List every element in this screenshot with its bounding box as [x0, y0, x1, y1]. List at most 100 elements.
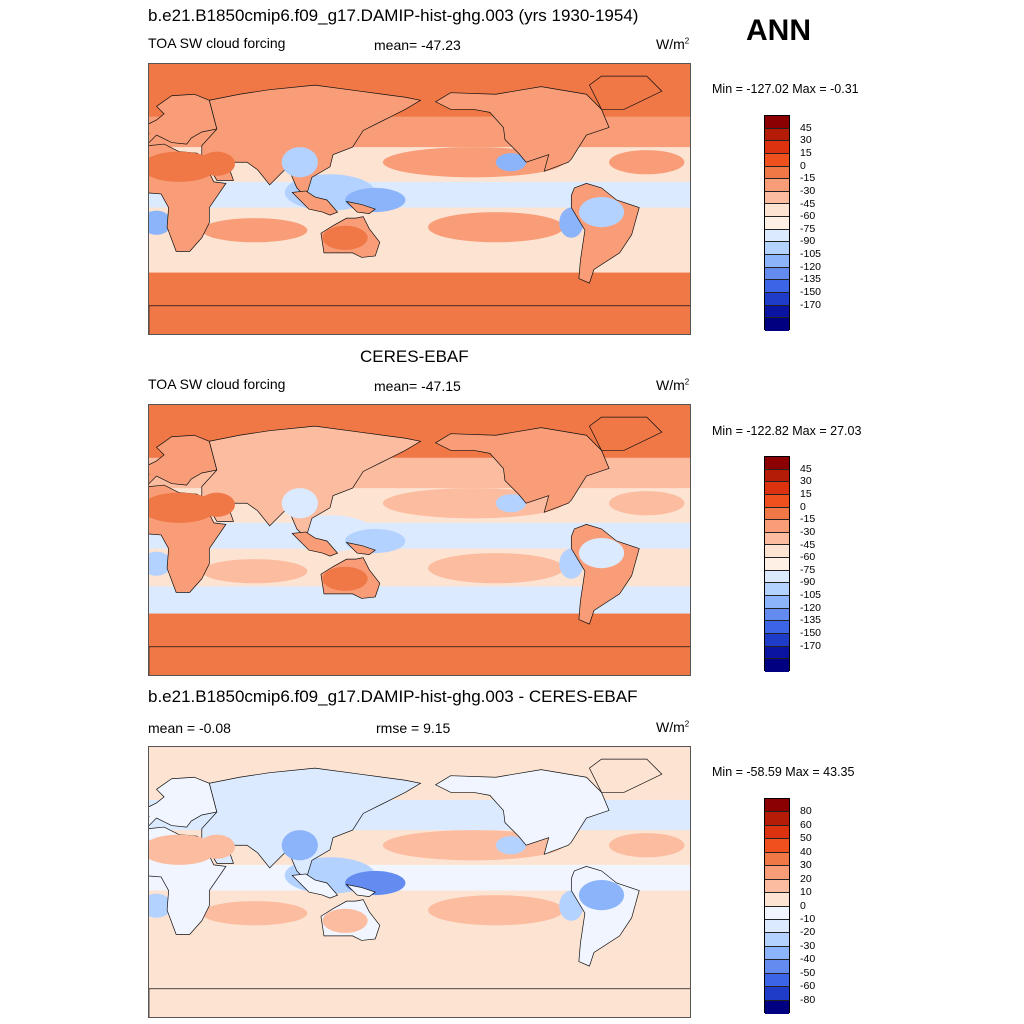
colorbar-swatch	[765, 987, 789, 1001]
colorbar-tick-label: -40	[800, 953, 816, 966]
colorbar-swatch	[765, 608, 789, 622]
field-spac-subtropic	[428, 895, 564, 926]
panel2-units: W/m2	[656, 377, 690, 393]
panel1-colorbar	[764, 115, 790, 331]
colorbar-tick-label: -150	[800, 627, 822, 640]
colorbar-swatch	[765, 852, 789, 867]
panel3-minmax: Min = -58.59 Max = 43.35	[712, 765, 855, 779]
field-california-stratocumulus	[495, 153, 527, 172]
colorbar-tick-label: 30	[800, 859, 812, 872]
panel2-variable-label: TOA SW cloud forcing	[148, 376, 286, 392]
colorbar-swatch	[765, 255, 789, 268]
colorbar-swatch	[765, 646, 789, 660]
colorbar-tick-label: -10	[800, 912, 816, 925]
field-indian-subtropic	[201, 218, 308, 243]
colorbar-tick-label: 45	[800, 462, 812, 475]
colorbar-tick-label: -30	[800, 184, 816, 197]
continent-antarctica	[149, 305, 690, 334]
colorbar-swatch	[765, 191, 789, 205]
colorbar-tick-label: -150	[800, 286, 822, 299]
colorbar-tick-label: 20	[800, 872, 812, 885]
colorbar-swatch	[765, 545, 789, 559]
continent-asia	[201, 425, 422, 539]
colorbar-swatch	[765, 520, 789, 533]
panel3-units: W/m2	[656, 719, 690, 735]
continent-europe	[149, 776, 218, 828]
continent-namerica	[434, 769, 610, 855]
field-natl-subtropic	[609, 150, 685, 175]
field-california-stratocumulus	[495, 494, 527, 513]
field-natl-subtropic	[609, 833, 685, 858]
panel2-map	[148, 404, 691, 676]
field-namibia-stratocumulus	[149, 551, 172, 576]
colorbar-swatch	[765, 280, 789, 293]
colorbar-swatch	[765, 229, 789, 243]
colorbar-tick-label: 0	[800, 899, 806, 912]
colorbar-tick-label: 40	[800, 845, 812, 858]
colorbar-tick-label: -20	[800, 926, 816, 939]
colorbar-swatch	[765, 494, 789, 508]
colorbar-tick-label: -45	[800, 197, 816, 210]
colorbar-swatch	[765, 893, 789, 907]
colorbar-swatch	[765, 179, 789, 192]
field-amazon	[578, 879, 625, 911]
colorbar-swatch	[765, 583, 789, 597]
continent-greenland	[588, 75, 663, 110]
colorbar-tick-label: -75	[800, 563, 816, 576]
colorbar-swatch	[765, 292, 789, 306]
colorbar-swatch	[765, 879, 789, 894]
colorbar-swatch	[765, 570, 789, 584]
panel2-mean-label: mean= -47.15	[374, 378, 461, 394]
field-amazon	[578, 196, 625, 228]
colorbar-swatch	[765, 532, 789, 546]
colorbar-swatch	[765, 482, 789, 495]
panel1-map	[148, 63, 691, 335]
colorbar-swatch	[765, 973, 789, 988]
season-label: ANN	[746, 14, 811, 47]
continent-indonesia	[291, 190, 339, 216]
field-spac-subtropic	[428, 212, 564, 243]
continent-namerica	[434, 86, 610, 172]
colorbar-tick-label: 15	[800, 487, 812, 500]
colorbar-swatch	[765, 457, 789, 470]
panel1-mean-label: mean= -47.23	[374, 37, 461, 53]
panel2-colorbar	[764, 456, 790, 672]
colorbar-tick-label: 60	[800, 818, 812, 831]
panel2-heatmap	[149, 405, 690, 675]
colorbar-swatch	[765, 507, 789, 521]
panel1-title: b.e21.B1850cmip6.f09_g17.DAMIP-hist-ghg.…	[148, 6, 639, 25]
continent-newguinea	[345, 200, 376, 214]
field-se-asia	[281, 830, 318, 861]
colorbar-swatch	[765, 621, 789, 634]
colorbar-swatch	[765, 825, 789, 840]
colorbar-tick-label: 0	[800, 500, 806, 513]
colorbar-tick-label: -105	[800, 248, 822, 261]
colorbar-tick-label: -75	[800, 222, 816, 235]
colorbar-swatch	[765, 204, 789, 218]
colorbar-tick-label: -170	[800, 639, 822, 652]
colorbar-swatch	[765, 633, 789, 647]
colorbar-swatch	[765, 906, 789, 920]
field-australia-interior	[322, 566, 368, 591]
colorbar-tick-label: 50	[800, 832, 812, 845]
colorbar-tick-label: 15	[800, 146, 812, 159]
colorbar-tick-label: -90	[800, 576, 816, 589]
field-sahara	[149, 151, 217, 182]
field-australia-interior	[322, 225, 368, 250]
colorbar-swatch	[765, 116, 789, 129]
colorbar-tick-label: 0	[800, 159, 806, 172]
colorbar-tick-label: -135	[800, 273, 822, 286]
field-se-asia	[281, 147, 318, 178]
field-arabia	[198, 492, 235, 517]
field-namibia-stratocumulus	[149, 210, 172, 235]
colorbar-swatch	[765, 799, 789, 813]
colorbar-swatch	[765, 141, 789, 154]
colorbar-swatch	[765, 318, 789, 331]
field-indian-subtropic	[201, 559, 308, 584]
panel1-units: W/m2	[656, 36, 690, 52]
field-se-asia	[281, 488, 318, 519]
colorbar-swatch	[765, 812, 789, 826]
colorbar-swatch	[765, 839, 789, 853]
field-spac-subtropic	[428, 553, 564, 584]
colorbar-tick-label: 10	[800, 886, 812, 899]
